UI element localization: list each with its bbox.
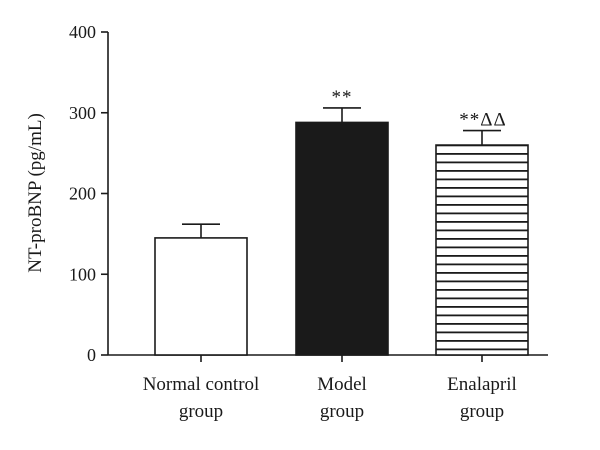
x-category-label: Normal control: [143, 374, 260, 395]
y-tick-label: 100: [69, 264, 96, 284]
bar: [435, 144, 529, 356]
y-axis-title: NT-proBNP (pg/mL): [25, 113, 46, 273]
y-tick-label: 200: [69, 184, 96, 204]
x-category-label: group: [460, 401, 504, 422]
bar: [295, 121, 389, 356]
x-category-label: Model: [317, 374, 367, 395]
significance-label: **: [332, 87, 353, 108]
y-tick-label: 400: [69, 22, 96, 42]
bar: [154, 237, 248, 356]
x-category-label: Enalapril: [447, 374, 517, 395]
significance-label: **ΔΔ: [459, 110, 506, 131]
y-tick-label: 0: [87, 345, 96, 365]
labels: Normal control group ** Model group **ΔΔ Enala…: [143, 87, 517, 422]
y-tick-label: 300: [69, 103, 96, 123]
x-category-label: group: [179, 401, 223, 422]
x-category-label: group: [320, 401, 364, 422]
bars: [154, 107, 529, 356]
